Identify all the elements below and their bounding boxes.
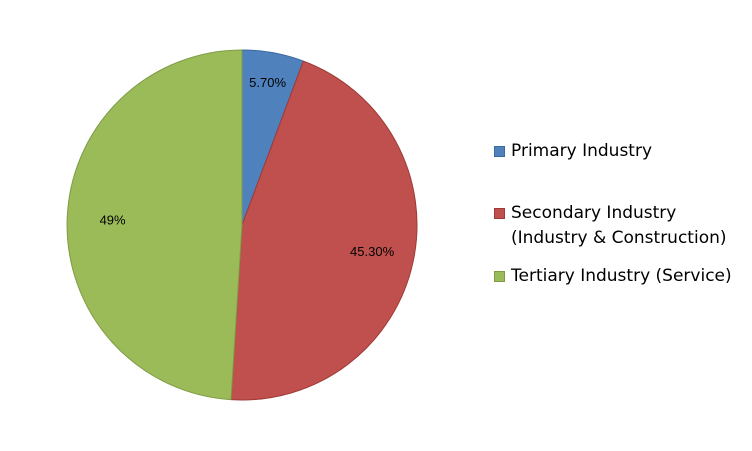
pie-slices [66, 49, 418, 401]
legend-swatch-tertiary [494, 271, 505, 282]
legend-item-secondary: Secondary Industry (Industry & Construct… [494, 201, 727, 251]
legend-label-secondary: Secondary Industry (Industry & Construct… [511, 201, 727, 251]
legend-item-tertiary: Tertiary Industry (Service) [494, 264, 732, 289]
legend-label-secondary-line2: (Industry & Construction) [511, 228, 727, 248]
legend-label-secondary-line1: Secondary Industry [511, 203, 677, 223]
legend-item-primary: Primary Industry [494, 139, 652, 164]
legend-swatch-secondary [494, 208, 505, 219]
pie-slice-tertiary [66, 49, 243, 401]
pie-slice-secondary [230, 60, 418, 401]
legend-label-tertiary: Tertiary Industry (Service) [511, 266, 732, 286]
legend-label-primary: Primary Industry [511, 141, 653, 161]
legend-swatch-primary [494, 146, 505, 157]
data-label-primary: 5.70% [249, 75, 286, 90]
data-label-secondary: 45.30% [350, 244, 395, 259]
data-label-tertiary: 49% [100, 212, 126, 227]
pie-data-labels: 5.70% 45.30% 49% [100, 75, 395, 259]
